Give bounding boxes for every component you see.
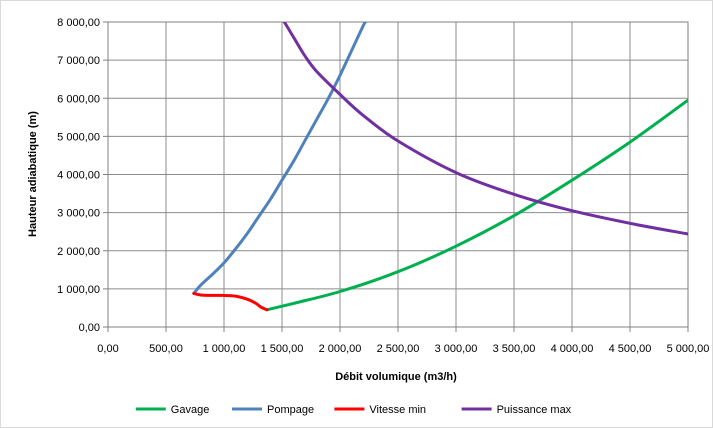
- legend: Gavage Pompage Vitesse min Puissance max: [135, 404, 572, 416]
- legend-label-pompage: Pompage: [267, 404, 314, 416]
- series-lines: [192, 22, 688, 312]
- series-line-vitesse-min: [192, 291, 269, 312]
- x-tick-label: 1 000,00: [203, 343, 246, 355]
- series-line-puissance-max: [282, 22, 688, 236]
- y-tick-label: 8 000,00: [57, 17, 100, 29]
- y-tick-label: 4 000,00: [57, 170, 100, 182]
- y-tick-label: 7 000,00: [57, 55, 100, 67]
- x-tick-label: 2 500,00: [377, 343, 420, 355]
- x-axis-title: Débit volumique (m3/h): [335, 371, 457, 383]
- y-tick-label: 0,00: [79, 322, 100, 334]
- x-tick-label: 3 500,00: [493, 343, 536, 355]
- x-tick-label: 4 000,00: [551, 343, 594, 355]
- y-tick-label: 3 000,00: [57, 208, 100, 220]
- x-tick-label: 4 500,00: [609, 343, 652, 355]
- x-tick-label: 500,00: [149, 343, 183, 355]
- x-tick-label: 0,00: [97, 343, 118, 355]
- x-axis-ticks: 0,00 500,00 1 000,00 1 500,00 2 000,00 2 500,…: [97, 327, 709, 355]
- x-tick-label: 1 500,00: [261, 343, 304, 355]
- series-line-pompage: [192, 22, 367, 295]
- series-line-gavage: [265, 98, 688, 312]
- grid: [107, 21, 689, 328]
- y-tick-label: 2 000,00: [57, 246, 100, 258]
- legend-label-gavage: Gavage: [171, 404, 210, 416]
- x-tick-label: 2 000,00: [319, 343, 362, 355]
- y-tick-label: 1 000,00: [57, 284, 100, 296]
- y-tick-label: 5 000,00: [57, 131, 100, 143]
- y-axis-ticks: 0,00 1 000,00 2 000,00 3 000,00 4 000,00 5 00…: [57, 17, 108, 334]
- x-tick-label: 3 000,00: [435, 343, 478, 355]
- legend-label-vitesse-min: Vitesse min: [369, 404, 426, 416]
- x-tick-label: 5 000,00: [667, 343, 710, 355]
- y-axis-title: Hauteur adiabatique (m): [27, 111, 39, 237]
- legend-label-puissance-max: Puissance max: [497, 404, 572, 416]
- y-tick-label: 6 000,00: [57, 93, 100, 105]
